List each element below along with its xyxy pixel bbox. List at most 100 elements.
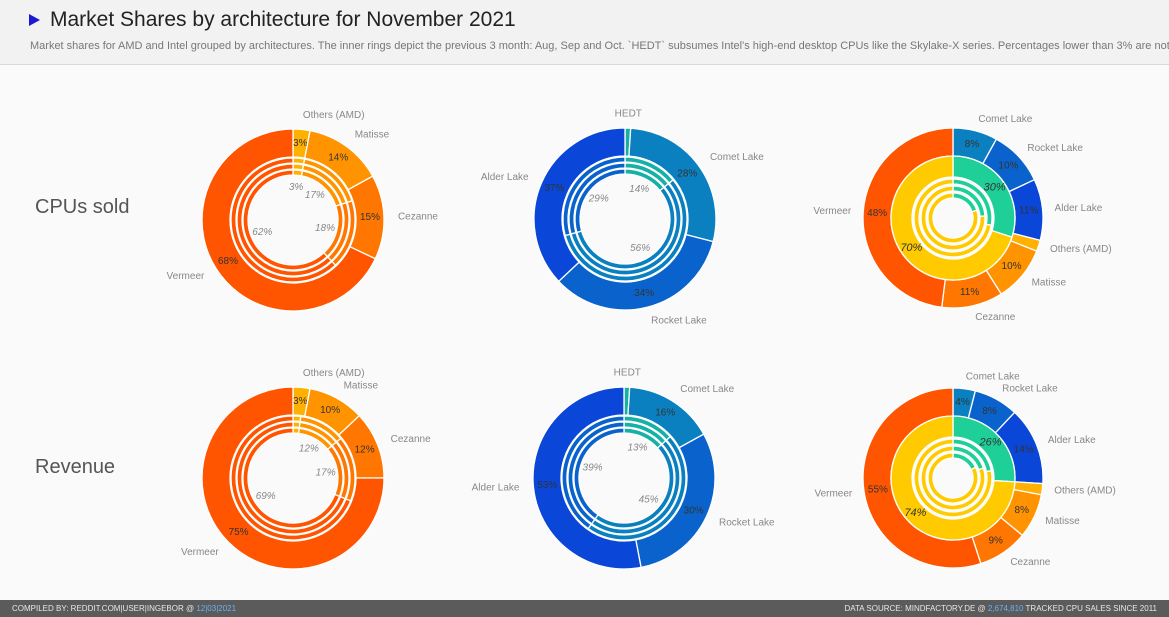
segment-vermeer <box>242 427 341 529</box>
category-label: Matisse <box>1045 516 1080 527</box>
percent-label: 8% <box>965 139 980 150</box>
category-label: Alder Lake <box>1048 435 1096 446</box>
category-label: Vermeer <box>814 489 852 500</box>
triangle-bullet-icon <box>29 14 40 26</box>
percent-label: 14% <box>328 152 348 163</box>
percent-label: 9% <box>988 535 1003 546</box>
percent-label: 34% <box>634 288 654 299</box>
percent-label: 48% <box>867 208 887 219</box>
percent-label: 45% <box>639 495 659 506</box>
percent-label: 62% <box>252 227 272 238</box>
category-label: Vermeer <box>167 271 205 282</box>
percent-label: 3% <box>289 182 304 193</box>
row-label-revenue: Revenue <box>35 456 116 478</box>
percent-label: 29% <box>588 194 609 205</box>
segment-others-amd <box>292 157 306 165</box>
percent-label: 17% <box>316 467 336 478</box>
percent-label: 12% <box>299 444 319 455</box>
category-label: Comet Lake <box>966 371 1020 382</box>
category-label: Comet Lake <box>978 114 1032 125</box>
category-label: Cezanne <box>398 211 438 222</box>
percent-label: 12% <box>355 444 375 455</box>
percent-label: 69% <box>256 491 276 502</box>
row-label-cpus-sold: CPUs sold <box>35 196 130 218</box>
percent-label: 37% <box>544 183 564 194</box>
percent-label: 4% <box>955 397 970 408</box>
category-label: Alder Lake <box>481 172 529 183</box>
percent-label: 68% <box>218 256 238 267</box>
percent-label: 14% <box>629 184 649 195</box>
percent-label: 8% <box>1015 505 1030 516</box>
category-label: Others (AMD) <box>1054 485 1116 496</box>
percent-label: 8% <box>982 406 997 417</box>
segment-amd <box>913 178 993 258</box>
segment-rocket-lake <box>561 415 625 530</box>
category-label: Rocket Lake <box>651 315 707 326</box>
footer-source: Data source: mindfactory.de @ 2,674,810 … <box>844 604 1157 613</box>
category-label: Comet Lake <box>710 152 764 163</box>
segment-amd <box>913 438 993 518</box>
category-label: Cezanne <box>1010 557 1050 568</box>
percent-label: 56% <box>630 243 650 254</box>
segment-amd <box>927 452 979 504</box>
percent-label: 10% <box>320 405 340 416</box>
percent-label: 11% <box>960 287 979 298</box>
percent-label: 75% <box>229 527 249 538</box>
percent-label: 26% <box>979 437 1002 449</box>
percent-label: 28% <box>677 168 697 179</box>
segment-vermeer <box>236 163 333 277</box>
percent-label: 10% <box>1002 261 1022 272</box>
category-label: Vermeer <box>813 206 851 217</box>
category-label: HEDT <box>615 109 642 120</box>
percent-label: 13% <box>627 443 647 454</box>
percent-label: 3% <box>293 138 308 149</box>
page-title: Market Shares by architecture for Novemb… <box>50 8 516 31</box>
segment-vermeer <box>230 415 352 541</box>
footer: Compiled by: reddit.com|user|ingebor @ 1… <box>0 600 1169 617</box>
category-label: Others (AMD) <box>303 110 365 121</box>
category-label: Matisse <box>1032 278 1067 289</box>
percent-label: 15% <box>360 212 380 223</box>
category-label: Alder Lake <box>1055 203 1103 214</box>
category-label: Cezanne <box>391 434 431 445</box>
page-subtitle: Market shares for AMD and Intel grouped … <box>30 40 1169 52</box>
category-label: Matisse <box>344 381 379 392</box>
category-label: HEDT <box>614 368 641 379</box>
category-label: Comet Lake <box>680 384 734 395</box>
segment-vermeer <box>230 157 337 283</box>
category-label: Vermeer <box>181 547 219 558</box>
header: Market Shares by architecture for Novemb… <box>0 0 1169 65</box>
percent-label: 10% <box>998 161 1018 172</box>
percent-label: 55% <box>868 485 888 496</box>
segment-amd <box>927 192 979 244</box>
percent-label: 17% <box>305 190 325 201</box>
segment-vermeer <box>201 128 377 312</box>
segment-rocket-lake <box>568 162 626 235</box>
segment-amd <box>920 445 986 511</box>
segment-amd <box>920 185 986 251</box>
percent-label: 39% <box>583 463 603 474</box>
percent-label: 74% <box>904 507 926 519</box>
segment-alder-lake <box>533 127 626 283</box>
category-label: Rocket Lake <box>719 517 775 528</box>
percent-label: 18% <box>315 223 335 234</box>
category-label: Others (AMD) <box>303 368 365 379</box>
segment-rocket-lake <box>562 156 626 237</box>
segment-rocket-lake <box>573 427 625 520</box>
category-label: Alder Lake <box>472 483 520 494</box>
segment-rocket-lake <box>574 168 626 234</box>
percent-label: 30% <box>984 182 1006 194</box>
percent-label: 70% <box>900 242 922 254</box>
percent-label: 14% <box>1014 445 1034 456</box>
category-label: Cezanne <box>975 312 1015 323</box>
category-label: Matisse <box>355 130 390 141</box>
segment-vermeer <box>242 169 329 271</box>
category-label: Others (AMD) <box>1050 244 1112 255</box>
category-label: Rocket Lake <box>1027 143 1083 154</box>
percent-label: 30% <box>684 505 704 516</box>
segment-amd <box>890 415 1016 541</box>
donut-charts: 3% Others (AMD) 14% Matisse 15% Cezanne 68% Ver… <box>167 109 1116 570</box>
segment-others-amd <box>292 163 305 171</box>
percent-label: 16% <box>655 408 675 419</box>
segment-vermeer <box>236 421 346 535</box>
